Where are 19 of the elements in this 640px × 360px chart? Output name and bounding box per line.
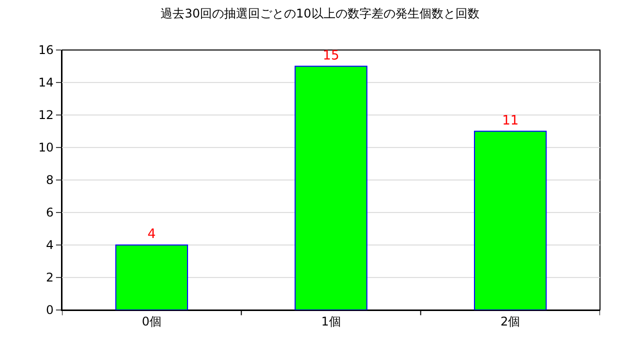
y-tick-label: 12 bbox=[38, 108, 54, 122]
data-label: 11 bbox=[502, 113, 519, 128]
bar bbox=[115, 244, 188, 310]
y-tick-label: 6 bbox=[46, 206, 54, 220]
x-tick-label: 2個 bbox=[500, 314, 520, 328]
y-tick-label: 0 bbox=[46, 303, 54, 318]
chart-title: 過去30回の抽選回ごとの10以上の数字差の発生個数と回数 bbox=[160, 6, 480, 20]
bar bbox=[294, 66, 368, 310]
data-label: 4 bbox=[148, 227, 156, 242]
y-tick-label: 4 bbox=[46, 238, 54, 252]
data-label: 15 bbox=[322, 48, 340, 64]
y-tick-label: 14 bbox=[38, 76, 54, 90]
y-tick-label: 16 bbox=[38, 43, 54, 58]
y-tick-label: 10 bbox=[38, 140, 54, 155]
y-tick-label: 8 bbox=[46, 173, 54, 188]
bar bbox=[474, 130, 547, 310]
x-tick-label: 1個 bbox=[321, 314, 341, 328]
x-tick-label: 0個 bbox=[142, 314, 162, 328]
y-tick-label: 2 bbox=[46, 270, 54, 285]
